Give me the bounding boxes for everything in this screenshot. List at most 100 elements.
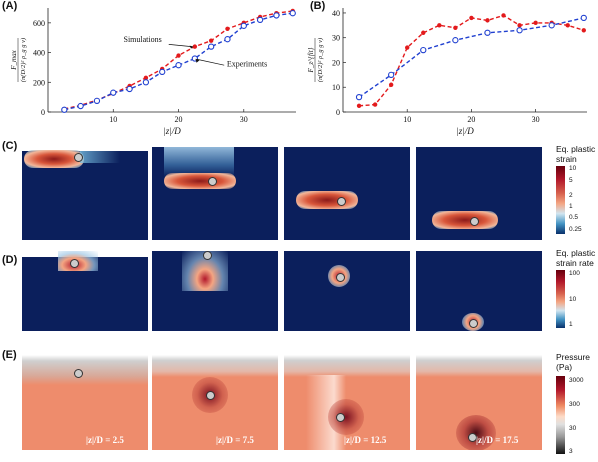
data-point-simulations (208, 38, 214, 43)
annotation-experiments: Experiments (227, 60, 267, 69)
colorbar-c-tick: 0.25 (569, 226, 582, 233)
data-point-simulations (565, 23, 570, 28)
y-label-denominator: (π(D/2)² ρ_g g v) (20, 38, 27, 82)
data-point-simulations (485, 18, 490, 23)
data-point-experiments (110, 89, 117, 96)
series-line-experiments (358, 17, 584, 98)
annotation-arrowhead (189, 45, 194, 49)
y-tick-label: 600 (33, 19, 45, 28)
data-point-experiments (580, 14, 587, 22)
depth-label: |z|/D = 12.5 (344, 435, 387, 445)
data-point-experiments (484, 29, 491, 36)
data-point-experiments (256, 16, 264, 24)
colorbar-title-c: Eq. plastic strain (556, 144, 596, 164)
pressure-shadow (456, 415, 496, 450)
series-line-simulations (359, 14, 585, 107)
colorbar-title-e: Pressure (Pa) (556, 352, 591, 372)
colorbar-e-tick: 3000 (569, 377, 584, 384)
map-d-2 (152, 251, 278, 331)
data-point-experiments (289, 10, 296, 17)
intruder-circle (468, 433, 477, 442)
annotation-arrow (196, 58, 225, 66)
y-tick-label: 200 (33, 78, 45, 87)
map-c-2 (152, 147, 278, 240)
map-d-3 (284, 251, 410, 331)
intruder-circle (469, 319, 478, 328)
y-axis-label: F_max (π(D/2)² ρ_g g v) (10, 38, 27, 82)
colorbar-c-tick: 2 (569, 192, 573, 199)
map-c-4 (416, 147, 542, 240)
data-point-simulations (517, 23, 522, 28)
colorbar-e-tick: 3 (569, 448, 573, 455)
panel-label-c: (C) (2, 140, 18, 152)
data-point-experiments (420, 46, 427, 54)
intruder-circle (337, 197, 346, 206)
panel-label-e: (E) (2, 349, 17, 361)
y-label-numerator: F_max (10, 49, 18, 70)
pressure-shadow (328, 399, 364, 435)
map-e-4: |z|/D = 17.5 (416, 355, 542, 450)
data-point-simulations (225, 26, 230, 31)
x-tick-label: 20 (467, 115, 475, 124)
plastic-zone (164, 173, 236, 189)
map-c-1 (22, 147, 148, 240)
y-tick-label: 0 (41, 108, 45, 117)
series-line-experiments (64, 12, 293, 111)
annotation-arrow (168, 44, 192, 47)
chart-b: 0 10 20 30 40 10 20 30 |z|/D F_z^{fit} (π(D/2)² ρ_… (307, 8, 587, 136)
data-point-experiments (240, 22, 247, 29)
colorbar-c-tick: 10 (569, 165, 577, 172)
data-point-simulations (501, 13, 506, 18)
x-tick-label: 20 (175, 115, 183, 124)
colorbar-c-tick: 0.5 (569, 214, 579, 221)
colorbar-e (556, 376, 565, 454)
y-tick-label: 10 (332, 83, 340, 92)
data-point-simulations (533, 20, 538, 26)
data-point-simulations (388, 82, 394, 87)
colorbar-d (556, 270, 565, 328)
colorbar-c-tick: 1 (569, 203, 573, 210)
surface-gray (416, 355, 542, 377)
intruder-circle (336, 273, 345, 282)
map-c-3 (284, 147, 410, 240)
y-tick-label: 40 (332, 9, 340, 18)
colorbar-d-tick: 1 (569, 321, 573, 328)
intruder-circle (74, 369, 83, 378)
x-tick-label: 30 (532, 115, 540, 124)
x-tick-label: 10 (109, 115, 117, 124)
data-point-experiments (208, 43, 215, 50)
data-point-experiments (224, 36, 231, 43)
y-tick-label: 20 (332, 58, 340, 67)
depth-label: |z|/D = 17.5 (476, 435, 519, 445)
map-d-4 (416, 251, 542, 331)
colorbar-c-tick: 5 (569, 177, 573, 184)
data-point-simulations (453, 25, 458, 31)
x-tick-label: 10 (403, 115, 411, 124)
data-point-experiments (126, 85, 133, 93)
intruder-circle (74, 153, 83, 162)
intruder-circle (203, 251, 212, 260)
y-tick-label: 30 (332, 34, 340, 43)
surface-gray (22, 355, 148, 385)
panel-label-b: (B) (310, 0, 326, 12)
data-point-simulations (581, 28, 586, 33)
y-tick-label: 0 (336, 108, 340, 117)
colorbar-d-tick: 10 (569, 296, 577, 303)
surface-gray (284, 355, 410, 377)
data-point-simulations (437, 23, 442, 28)
data-point-simulations (421, 30, 426, 35)
plastic-trail (164, 147, 234, 177)
data-point-simulations (143, 75, 149, 81)
intruder-circle (336, 413, 345, 422)
data-point-experiments (142, 79, 150, 86)
panel-label-d: (D) (2, 254, 18, 266)
data-point-experiments (548, 22, 555, 29)
plastic-zone (296, 191, 358, 209)
data-point-simulations (192, 44, 198, 49)
plastic-fan (80, 151, 120, 163)
x-tick-label: 30 (240, 115, 248, 124)
chart-a: 0 200 400 600 10 20 30 |z|/D F_max (π(D/2)² ρ_g g… (10, 8, 296, 136)
data-point-simulations (405, 45, 410, 50)
intruder-circle (206, 391, 215, 400)
data-point-experiments (516, 27, 523, 34)
